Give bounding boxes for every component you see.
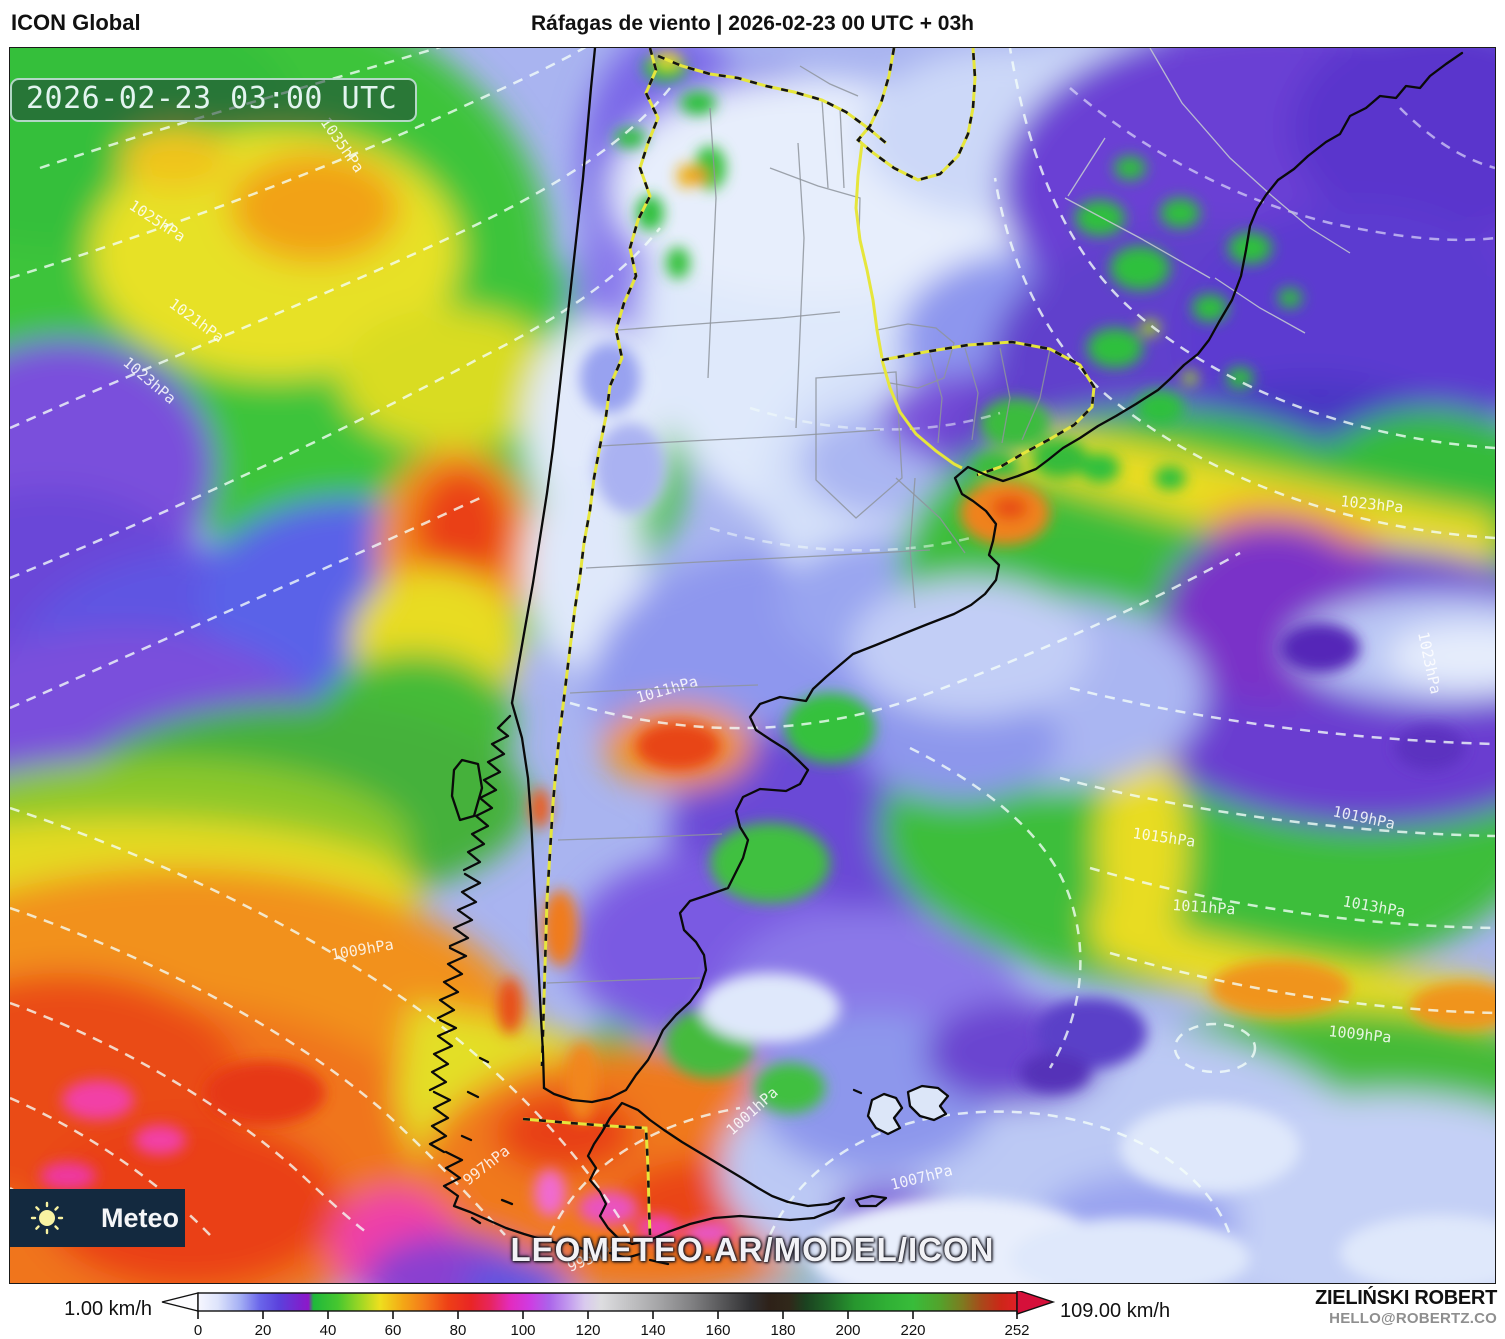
isobar-label: 1011hPa: [1172, 896, 1236, 918]
legend-tick-label: 252: [1004, 1322, 1029, 1339]
legend-tick-label: 180: [770, 1322, 795, 1339]
legend-left-arrow: [161, 1292, 199, 1312]
legend-tick-label: 80: [450, 1322, 467, 1339]
legend-tick-label: 160: [705, 1322, 730, 1339]
author-contact: HELLO@ROBERTZ.CO: [1329, 1310, 1497, 1327]
logo-text: Meteo: [100, 1202, 179, 1233]
legend-tick-label: 40: [320, 1322, 337, 1339]
legend-tick-label: 20: [255, 1322, 272, 1339]
author-name: ZIELIŃSKI ROBERT: [1315, 1287, 1497, 1309]
legend-tick-label: 200: [835, 1322, 860, 1339]
watermark: LEOMETEO.AR/MODEL/ICON: [510, 1231, 995, 1268]
isobar-lines: [10, 48, 1495, 1237]
legend-colorbar: [197, 1292, 1018, 1312]
legend-tick-label: 60: [385, 1322, 402, 1339]
site-logo: Meteo: [10, 1189, 185, 1247]
legend-tick-label: 120: [575, 1322, 600, 1339]
state-borders-brazil: [1064, 48, 1351, 334]
timestamp-overlay: 2026-02-23 03:00 UTC: [10, 78, 418, 122]
model-label: ICON Global: [11, 10, 141, 35]
wind-field-layer: 1025hPa1021hPa1023hPa1035hPa1023hPa1023h…: [10, 48, 1495, 1283]
page-title: Ráfagas de viento | 2026-02-23 00 UTC + …: [531, 12, 974, 35]
wind-field-speckles: [40, 52, 1495, 1283]
credit-block: ZIELIŃSKI ROBERT HELLO@ROBERTZ.CO: [1315, 1287, 1497, 1327]
legend-right-arrow: [1016, 1291, 1056, 1315]
legend-tick-label: 100: [510, 1322, 535, 1339]
legend-ticks: 0 20 40 60 80 100 120 140 160 180 200 220 252: [194, 1311, 1030, 1339]
legend-min-label: 1.00 km/h: [64, 1298, 152, 1320]
legend-tick-label: 220: [900, 1322, 925, 1339]
province-borders: [546, 65, 1051, 984]
sun-icon: [30, 1201, 64, 1235]
legend-tick-label: 0: [194, 1322, 202, 1339]
color-scale-legend: 0 20 40 60 80 100 120 140 160 180 200 220 252: [161, 1291, 1056, 1339]
wind-gust-map: 1025hPa 1021hPa 1023hPa 1035hPa 1023hPa 1023h…: [9, 47, 1496, 1284]
country-borders: [522, 48, 1096, 1236]
legend-tick-label: 140: [640, 1322, 665, 1339]
coastline: [428, 48, 1464, 1266]
legend-max-label: 109.00 km/h: [1060, 1300, 1171, 1322]
